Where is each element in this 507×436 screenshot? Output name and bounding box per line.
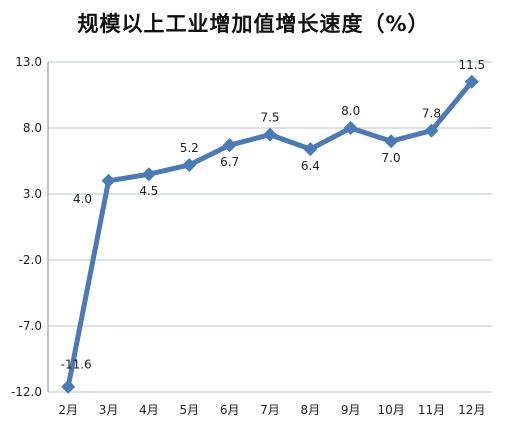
x-tick-label: 7月 <box>260 403 280 417</box>
data-label: 6.7 <box>220 155 239 169</box>
data-labels: -11.6 4.0 4.5 5.2 6.7 7.5 6.4 8.0 7.0 7.8 11.5 <box>61 58 486 372</box>
x-tick-label: 9月 <box>341 403 361 417</box>
y-tick-labels: 13.0 8.0 3.0 -2.0 -7.0 -12.0 <box>11 55 42 399</box>
data-point-marker <box>303 142 318 157</box>
y-tick-label: 13.0 <box>15 55 42 69</box>
x-tick-label: 6月 <box>220 403 240 417</box>
x-tick-label: 11月 <box>418 403 445 417</box>
x-tick-label: 4月 <box>139 403 159 417</box>
data-point-marker <box>384 134 399 149</box>
x-tick-label: 5月 <box>179 403 199 417</box>
x-tick-label: 2月 <box>58 403 78 417</box>
data-point-marker <box>182 157 197 172</box>
data-point-marker <box>141 167 156 182</box>
data-point-marker <box>101 173 116 188</box>
x-tick-label: 10月 <box>377 403 404 417</box>
chart-title: 规模以上工业增加值增长速度（%） <box>77 12 430 36</box>
x-tick-label: 8月 <box>301 403 321 417</box>
x-tick-label: 12月 <box>458 403 485 417</box>
data-point-marker <box>222 138 237 153</box>
data-point-marker <box>61 379 76 394</box>
data-point-marker <box>343 121 358 135</box>
data-label: 5.2 <box>180 141 199 155</box>
data-point-marker <box>464 74 479 89</box>
data-label: 7.8 <box>422 107 441 121</box>
data-label: 6.4 <box>301 159 320 173</box>
y-tick-label: -7.0 <box>19 319 42 333</box>
data-label: 4.0 <box>73 192 92 206</box>
data-markers <box>61 74 479 394</box>
data-point-marker <box>263 127 277 142</box>
data-point-marker <box>424 123 439 138</box>
data-label: 11.5 <box>458 58 485 72</box>
data-label: 8.0 <box>341 104 360 118</box>
y-tick-label: -12.0 <box>11 385 42 399</box>
data-label: -11.6 <box>61 358 92 372</box>
data-label: 4.5 <box>139 184 158 198</box>
x-tick-labels: 2月 3月 4月 5月 6月 7月 8月 9月 10月 11月 12月 <box>58 403 485 417</box>
y-tick-label: -2.0 <box>19 253 42 267</box>
x-tick-label: 3月 <box>99 403 119 417</box>
data-label: 7.5 <box>260 111 279 125</box>
y-tick-label: 8.0 <box>23 121 42 135</box>
data-label: 7.0 <box>382 151 401 165</box>
y-tick-label: 3.0 <box>23 187 42 201</box>
